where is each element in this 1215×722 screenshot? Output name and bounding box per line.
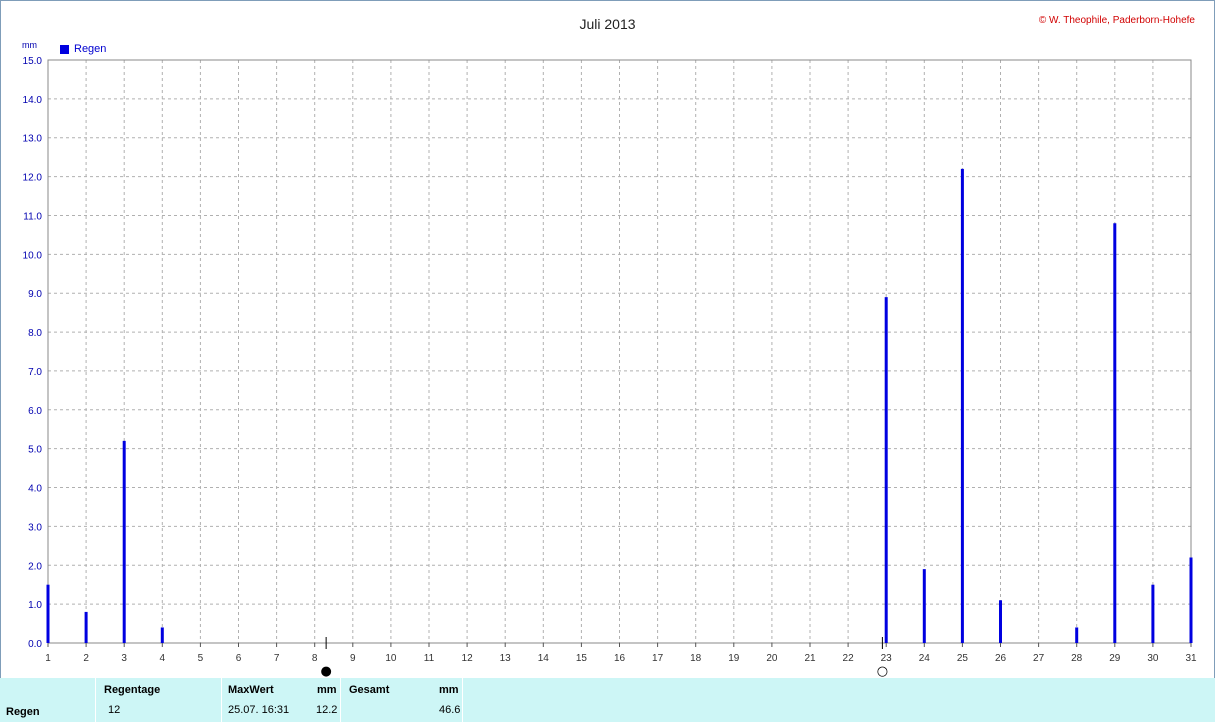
regentage-value: 12 — [108, 704, 121, 716]
x-tick-label: 8 — [312, 653, 318, 664]
y-tick-label: 13.0 — [23, 134, 43, 145]
x-tick-label: 6 — [236, 653, 242, 664]
x-tick-label: 12 — [462, 653, 474, 664]
stats-row-label: Regen — [6, 706, 40, 718]
maxwert-value: 12.2 — [316, 704, 338, 716]
y-tick-label: 12.0 — [23, 173, 43, 184]
y-tick-label: 8.0 — [28, 328, 42, 339]
x-tick-label: 26 — [995, 653, 1007, 664]
x-axis: 1 2 3 4 5 6 7 8 9 10 11 12 13 14 15 16 17 18 19 20 21 22 23 24 2… — [45, 643, 1197, 664]
rain-series — [46, 168, 1193, 643]
gesamt-header: Gesamt — [349, 684, 390, 696]
gesamt-value: 46.6 — [439, 704, 461, 716]
x-tick-label: 3 — [121, 653, 127, 664]
x-tick-label: 21 — [804, 653, 816, 664]
x-tick-label: 16 — [614, 653, 626, 664]
y-tick-label: 5.0 — [28, 445, 42, 456]
maxwert-header: MaxWert — [228, 684, 274, 696]
legend-label: Regen — [74, 43, 107, 55]
grid — [47, 59, 1192, 644]
x-tick-label: 14 — [538, 653, 550, 664]
maxwert-cell: MaxWert mm 25.07. 16:31 12.2 — [222, 678, 341, 722]
stats-panel: Regen Regentage 12 MaxWert mm 25.07. 16:… — [0, 678, 1215, 722]
x-tick-label: 31 — [1185, 653, 1197, 664]
full-moon-icon: ○ — [877, 664, 888, 678]
x-tick-label: 9 — [350, 653, 356, 664]
x-tick-label: 11 — [424, 653, 435, 664]
y-tick-label: 14.0 — [23, 95, 43, 106]
x-tick-label: 17 — [652, 653, 664, 664]
maxwert-unit: mm — [317, 684, 337, 696]
rain-chart: 0.01.02.03.04.05.06.07.08.09.010.011.012… — [23, 56, 1197, 678]
moon-phases: ● ○ — [320, 637, 888, 678]
y-tick-label: 2.0 — [28, 561, 42, 572]
y-tick-label: 3.0 — [28, 522, 42, 533]
gesamt-cell: Gesamt mm 46.6 — [341, 678, 463, 722]
y-tick-label: 9.0 — [28, 289, 42, 300]
x-tick-label: 4 — [160, 653, 166, 664]
x-tick-label: 25 — [957, 653, 969, 664]
x-tick-label: 28 — [1071, 653, 1083, 664]
x-tick-label: 15 — [576, 653, 588, 664]
legend-swatch — [60, 44, 69, 54]
gesamt-unit: mm — [439, 684, 459, 696]
x-tick-label: 5 — [198, 653, 204, 664]
x-tick-label: 29 — [1109, 653, 1121, 664]
copyright-text: © W. Theophile, Paderborn-Hohefe — [1038, 15, 1195, 26]
x-tick-label: 27 — [1033, 653, 1045, 664]
x-tick-label: 23 — [881, 653, 893, 664]
y-tick-label: 10.0 — [23, 250, 43, 261]
new-moon-icon: ● — [320, 664, 331, 678]
x-tick-label: 2 — [83, 653, 89, 664]
x-tick-label: 22 — [843, 653, 855, 664]
maxwert-date: 25.07. 16:31 — [228, 704, 290, 716]
x-tick-label: 20 — [766, 653, 778, 664]
y-tick-label: 4.0 — [28, 484, 42, 495]
y-axis: 0.0 1.0 2.0 3.0 4.0 5.0 6.0 7.0 8.0 9.0 10.0 11.0 12… — [23, 56, 43, 650]
y-unit-label: mm — [22, 40, 37, 50]
y-tick-label: 0.0 — [28, 639, 42, 650]
x-tick-label: 13 — [500, 653, 512, 664]
regentage-cell: Regentage 12 — [96, 678, 222, 722]
y-tick-label: 7.0 — [28, 367, 42, 378]
plot-border — [47, 59, 1192, 644]
y-tick-label: 6.0 — [28, 406, 42, 417]
x-tick-label: 18 — [690, 653, 702, 664]
y-tick-label: 15.0 — [23, 56, 43, 67]
regentage-header: Regentage — [104, 684, 161, 696]
y-tick-label: 11.0 — [23, 211, 42, 222]
legend[interactable]: Regen — [60, 43, 106, 55]
x-tick-label: 24 — [919, 653, 931, 664]
x-tick-label: 30 — [1147, 653, 1159, 664]
chart-title: Juli 2013 — [579, 16, 636, 32]
y-tick-label: 1.0 — [28, 600, 42, 611]
stats-label-cell: Regen — [0, 678, 96, 722]
x-tick-label: 7 — [274, 653, 280, 664]
x-tick-label: 19 — [728, 653, 740, 664]
x-tick-label: 10 — [385, 653, 397, 664]
x-tick-label: 1 — [45, 653, 51, 664]
